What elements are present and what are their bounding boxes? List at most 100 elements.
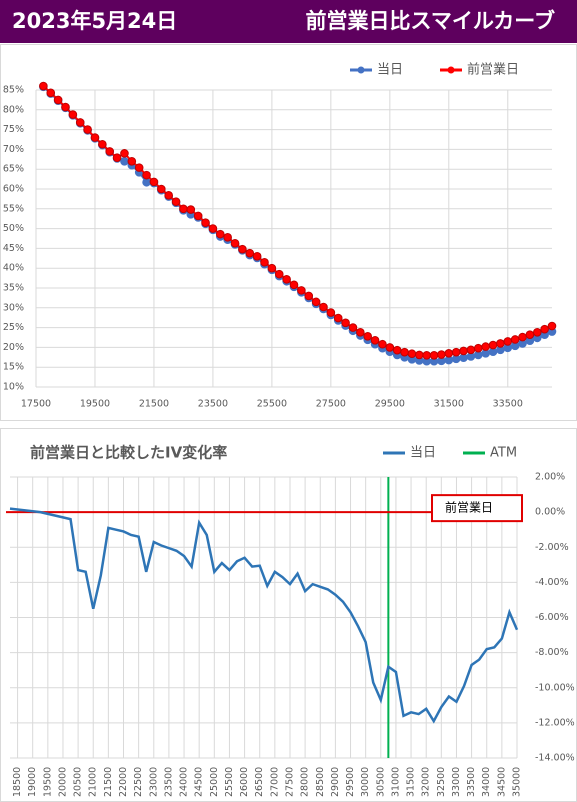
x-tick-label: 32500: [436, 767, 447, 797]
legend-marker: [357, 66, 365, 74]
data-point: [142, 170, 151, 180]
x-tick-label: 22500: [133, 767, 144, 797]
data-point: [356, 328, 365, 337]
data-point: [496, 339, 505, 348]
y-tick-label: -6.00%: [535, 612, 569, 623]
x-tick-label: 34500: [496, 767, 507, 797]
data-point: [267, 263, 277, 273]
data-point: [503, 337, 513, 346]
y-tick-label: -8.00%: [535, 647, 569, 658]
data-point: [282, 274, 291, 284]
y-tick-label: 20%: [3, 342, 24, 353]
data-point: [142, 177, 151, 187]
data-point: [525, 330, 535, 340]
data-point: [333, 313, 343, 323]
data-point: [348, 323, 358, 332]
x-tick-label: 31000: [390, 767, 401, 797]
data-point: [400, 347, 409, 357]
data-point: [171, 197, 181, 206]
x-tick-label: 28500: [315, 767, 326, 797]
y-tick-label: 65%: [3, 164, 24, 175]
x-tick-label: 21500: [103, 767, 114, 797]
chart-title: 前営業日と比較したIV変化率: [30, 444, 227, 462]
data-point: [407, 349, 417, 359]
data-point: [473, 343, 483, 353]
data-point: [46, 88, 56, 98]
x-tick-label: 31500: [406, 767, 417, 797]
x-tick-label: 27500: [316, 399, 346, 410]
legend-label: ATM: [490, 446, 517, 461]
x-tick-label: 28000: [300, 767, 311, 797]
y-tick-label: 70%: [3, 144, 24, 155]
data-point: [83, 125, 92, 134]
data-point: [518, 332, 527, 342]
data-point: [186, 205, 196, 214]
data-point: [179, 204, 188, 214]
data-point: [223, 233, 232, 242]
y-tick-label: -2.00%: [535, 542, 569, 553]
data-point: [260, 257, 269, 267]
y-tick-label: -12.00%: [535, 717, 575, 728]
data-point: [75, 118, 85, 127]
data-point: [245, 248, 255, 258]
data-point: [61, 102, 70, 112]
data-point: [201, 218, 210, 227]
data-point: [304, 291, 314, 301]
header-date: 2023年5月24日: [12, 9, 177, 33]
data-point: [149, 177, 159, 187]
x-tick-label: 29500: [345, 767, 356, 797]
data-point: [319, 302, 328, 312]
data-point: [39, 81, 48, 91]
data-point: [252, 252, 262, 261]
y-tick-label: 50%: [3, 223, 24, 234]
x-tick-label: 25500: [224, 767, 235, 797]
legend-label: 当日: [377, 63, 403, 78]
x-tick-label: 21500: [139, 399, 169, 410]
y-tick-label: 2.00%: [535, 472, 565, 483]
y-tick-label: 30%: [3, 302, 24, 313]
x-tick-label: 25000: [209, 767, 220, 797]
y-tick-label: 40%: [3, 263, 24, 274]
chart-panel: [0, 428, 577, 802]
data-point: [311, 297, 321, 307]
data-point: [466, 345, 476, 355]
data-point: [429, 351, 439, 360]
y-tick-label: 45%: [3, 243, 24, 254]
x-tick-label: 24000: [179, 767, 190, 797]
x-tick-label: 35000: [512, 767, 523, 797]
x-tick-label: 26000: [239, 767, 250, 797]
legend-label: 当日: [410, 446, 436, 461]
header-title: 前営業日比スマイルカーブ: [306, 9, 555, 33]
data-point: [215, 229, 225, 239]
y-tick-label: 15%: [3, 362, 24, 373]
header-bar: [0, 0, 577, 43]
y-tick-label: 85%: [3, 85, 24, 96]
x-tick-label: 26500: [254, 767, 265, 797]
data-point: [378, 339, 387, 349]
x-tick-label: 19500: [42, 767, 53, 797]
x-tick-label: 23500: [163, 767, 174, 797]
x-tick-label: 23500: [198, 399, 228, 410]
data-point: [444, 349, 454, 358]
data-point: [105, 147, 115, 156]
x-tick-label: 29000: [330, 767, 341, 797]
x-tick-label: 19000: [27, 767, 38, 797]
data-point: [208, 224, 218, 233]
data-point: [68, 110, 78, 119]
x-tick-label: 24500: [194, 767, 205, 797]
x-tick-label: 19500: [80, 399, 110, 410]
data-point: [547, 321, 557, 331]
y-tick-label: 0.00%: [535, 507, 565, 518]
y-tick-label: 25%: [3, 322, 24, 333]
legend-marker: [447, 66, 455, 74]
data-point: [341, 318, 350, 328]
reference-label: 前営業日: [445, 500, 493, 515]
data-point: [510, 335, 520, 344]
x-tick-label: 22000: [118, 767, 129, 797]
y-tick-label: 35%: [3, 283, 24, 294]
y-tick-label: -4.00%: [535, 577, 569, 588]
data-point: [297, 286, 306, 295]
x-tick-label: 20000: [57, 767, 68, 797]
x-tick-label: 30500: [375, 767, 386, 797]
